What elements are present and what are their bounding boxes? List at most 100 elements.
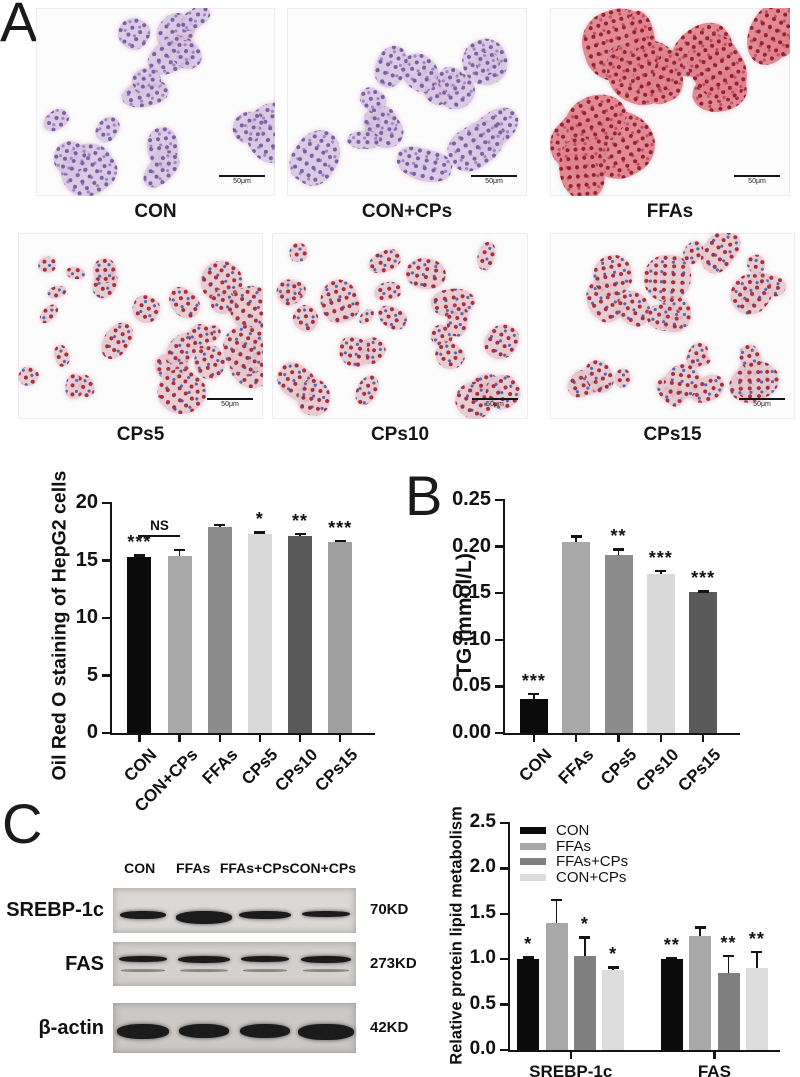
oil-red-o-bar-chart: Oil Red O staining of HepG2 cells 0 5 10 15… xyxy=(0,460,400,816)
error-bar xyxy=(617,549,620,555)
blot-lane xyxy=(174,942,235,986)
scale-bar: 50μm xyxy=(207,397,253,410)
protein-band xyxy=(239,1024,290,1038)
cell-cluster xyxy=(374,301,411,333)
x-tick xyxy=(617,733,620,742)
y-tick xyxy=(495,638,503,641)
error-bar xyxy=(612,967,615,971)
scale-bar: 50μm xyxy=(472,397,518,410)
scale-bar-line xyxy=(734,174,780,177)
scale-bar: 50μm xyxy=(219,174,265,187)
legend-label: CON xyxy=(556,822,590,839)
significance-marker: * xyxy=(524,934,533,955)
cell-cluster xyxy=(36,300,62,326)
cell-cluster xyxy=(38,104,72,136)
error-bar-cap xyxy=(334,539,346,542)
bar xyxy=(545,922,568,1050)
scale-bar: 50μm xyxy=(739,397,785,410)
significance-marker: *** xyxy=(691,568,716,589)
molecular-weight-label: 42KD xyxy=(370,1019,409,1036)
error-bar-cap xyxy=(174,548,186,551)
y-tick xyxy=(500,1048,508,1052)
protein-band-faint xyxy=(121,969,166,972)
cell-cluster xyxy=(111,12,155,56)
cell-cluster xyxy=(478,318,524,366)
legend-swatch xyxy=(520,842,546,850)
micrograph-image-cps10: 50μm xyxy=(272,233,528,419)
x-tick xyxy=(298,733,302,742)
significance-marker: ** xyxy=(748,928,765,949)
micrograph-caption: CON xyxy=(134,201,177,222)
cell-cluster xyxy=(65,266,85,281)
error-bar xyxy=(178,549,181,556)
legend-item: FFAs+CPs xyxy=(520,853,650,870)
protein-band xyxy=(176,911,233,925)
y-tick xyxy=(102,674,110,677)
bar xyxy=(519,698,548,733)
error-bar-cap xyxy=(723,954,735,957)
y-tick xyxy=(495,592,503,595)
protein-band xyxy=(238,911,291,920)
x-tick xyxy=(575,733,578,742)
y-tick xyxy=(102,559,110,562)
y-tick xyxy=(500,1003,508,1006)
error-bar-cap xyxy=(254,531,266,534)
significance-marker: ** xyxy=(610,526,627,547)
micrograph-image-con: 50μm xyxy=(36,8,275,196)
y-tick-label: 20 xyxy=(75,491,98,513)
micrograph-caption: CPs5 xyxy=(116,424,165,445)
protein-label-fas: FAS xyxy=(65,953,104,975)
blot-lane xyxy=(113,1003,174,1053)
significance-marker: * xyxy=(609,944,618,965)
y-tick xyxy=(102,501,110,505)
error-bar-cap xyxy=(528,692,540,696)
category-label: SREBP-1c xyxy=(529,1062,613,1077)
protein-band xyxy=(297,1024,354,1040)
y-axis xyxy=(109,502,112,734)
western-blot-lane-labels: CON FFAs FFAs+CPs CON+CPs xyxy=(113,860,356,876)
legend-label: FFAs xyxy=(556,837,592,855)
blot-lane xyxy=(113,942,174,986)
significance-marker: *** xyxy=(328,517,353,538)
error-bar-cap xyxy=(694,926,706,929)
plot-area: 0.0 0.5 1.0 1.5 2.0 2.5 SREBP-1c FAS CON FFAs FFAs… xyxy=(470,811,780,1077)
micrograph-cell: 50μm CPs5 xyxy=(18,233,263,446)
scale-bar-line xyxy=(739,397,785,400)
bar xyxy=(573,955,596,1050)
significance-marker: *** xyxy=(648,547,673,568)
bar xyxy=(207,527,232,733)
error-bar-cap xyxy=(613,548,624,551)
error-bar-cap xyxy=(579,936,591,939)
comparison-bracket xyxy=(139,535,180,538)
cell-cluster xyxy=(45,283,68,302)
bar xyxy=(247,534,272,733)
protein-band xyxy=(178,956,231,964)
protein-band-faint xyxy=(180,969,229,972)
category-label: CPs15 xyxy=(311,745,362,796)
legend-item: CON+CPs xyxy=(520,869,650,886)
x-axis xyxy=(502,733,740,736)
relative-protein-bar-chart: Relative protein lipid metabolism 0.0 0.5… xyxy=(420,790,800,1077)
panel-a-label: A xyxy=(0,0,38,53)
scale-bar-label: 50μm xyxy=(753,401,771,408)
cell-cluster xyxy=(162,282,206,324)
blot-lane xyxy=(235,1003,296,1053)
error-bar xyxy=(533,693,535,699)
scale-bar-label: 50μm xyxy=(221,401,239,408)
lane-label: FFAs xyxy=(176,860,211,876)
cell-cluster xyxy=(365,245,404,279)
error-bar-cap xyxy=(551,899,563,902)
y-tick-label: 15 xyxy=(75,548,98,571)
micrograph-caption: FFAs xyxy=(646,201,694,222)
scale-bar: 50μm xyxy=(471,174,517,187)
y-tick xyxy=(495,545,503,548)
bar xyxy=(288,536,313,733)
category-label: CPs15 xyxy=(674,745,725,796)
significance-marker: *** xyxy=(127,532,152,553)
significance-marker: * xyxy=(255,509,264,530)
protein-band xyxy=(240,956,289,963)
legend-swatch xyxy=(520,858,546,865)
error-bar-cap xyxy=(570,535,582,538)
y-tick-label: 5 xyxy=(86,663,98,686)
y-tick-label: 2.0 xyxy=(469,856,496,878)
